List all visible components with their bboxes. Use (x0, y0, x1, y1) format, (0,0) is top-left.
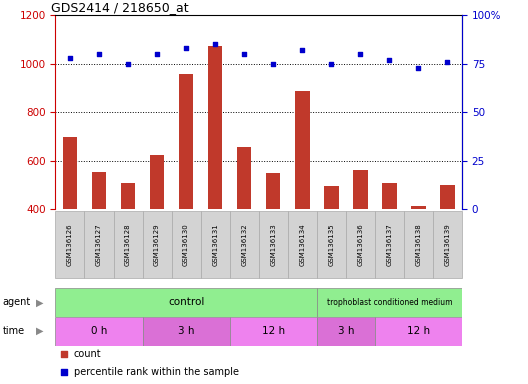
Bar (346, 211, 375, 278)
Point (269, 61, 278, 67)
Text: count: count (74, 349, 101, 359)
Bar (295, 91, 309, 209)
Point (240, 51, 248, 57)
Text: agent: agent (3, 297, 31, 308)
Bar (150, 155, 164, 209)
Bar (375, 317, 462, 346)
Bar (353, 170, 367, 209)
Point (153, 51, 162, 57)
Bar (382, 183, 397, 209)
Bar (84, 211, 114, 278)
Point (298, 47, 306, 53)
Bar (114, 211, 143, 278)
Text: GSM136137: GSM136137 (386, 223, 392, 266)
Point (65, 55, 74, 61)
Point (385, 57, 393, 63)
Bar (230, 317, 317, 346)
Text: ▶: ▶ (36, 297, 43, 308)
Bar (266, 173, 280, 209)
Bar (237, 147, 251, 209)
Bar (143, 211, 172, 278)
Bar (317, 317, 375, 346)
Bar (55, 211, 84, 278)
Text: GSM136136: GSM136136 (357, 223, 363, 266)
Bar (208, 46, 222, 209)
Point (327, 61, 336, 67)
Bar (63, 137, 77, 209)
Bar (55, 288, 317, 317)
Text: 3 h: 3 h (337, 326, 354, 336)
Point (414, 65, 422, 71)
Text: ▶: ▶ (36, 326, 43, 336)
Bar (259, 211, 288, 278)
Text: time: time (3, 326, 25, 336)
Bar (411, 206, 426, 209)
Bar (179, 74, 193, 209)
Text: control: control (168, 297, 204, 308)
Point (95, 51, 103, 57)
Point (211, 41, 220, 48)
Text: 3 h: 3 h (178, 326, 194, 336)
Text: GSM136135: GSM136135 (328, 223, 334, 266)
Bar (230, 211, 259, 278)
Text: GSM136126: GSM136126 (67, 223, 73, 266)
Point (182, 45, 191, 51)
Text: GSM136132: GSM136132 (241, 223, 247, 266)
Text: percentile rank within the sample: percentile rank within the sample (74, 366, 239, 377)
Text: trophoblast conditioned medium: trophoblast conditioned medium (327, 298, 452, 307)
Text: GSM136129: GSM136129 (154, 223, 160, 266)
Text: 0 h: 0 h (91, 326, 107, 336)
Bar (121, 183, 135, 209)
Text: GSM136128: GSM136128 (125, 223, 131, 266)
Text: 12 h: 12 h (407, 326, 430, 336)
Bar (404, 211, 433, 278)
Bar (317, 211, 346, 278)
Point (124, 61, 132, 67)
Text: GDS2414 / 218650_at: GDS2414 / 218650_at (51, 1, 189, 14)
Bar (324, 186, 338, 209)
Text: GSM136133: GSM136133 (270, 223, 276, 266)
Bar (92, 172, 106, 209)
Text: GSM136127: GSM136127 (96, 223, 102, 266)
Text: GSM136130: GSM136130 (183, 223, 189, 266)
Point (356, 51, 364, 57)
Point (328, 124, 337, 130)
Bar (433, 211, 462, 278)
Bar (55, 317, 143, 346)
Text: GSM136134: GSM136134 (299, 223, 305, 266)
Text: GSM136131: GSM136131 (212, 223, 218, 266)
Text: 12 h: 12 h (262, 326, 285, 336)
Text: GSM136139: GSM136139 (445, 223, 450, 266)
Point (328, 281, 337, 287)
Bar (172, 211, 201, 278)
Bar (440, 185, 455, 209)
Bar (288, 211, 317, 278)
Bar (143, 317, 230, 346)
Point (443, 59, 451, 65)
Bar (317, 288, 462, 317)
Bar (375, 211, 404, 278)
Bar (201, 211, 230, 278)
Text: GSM136138: GSM136138 (416, 223, 421, 266)
